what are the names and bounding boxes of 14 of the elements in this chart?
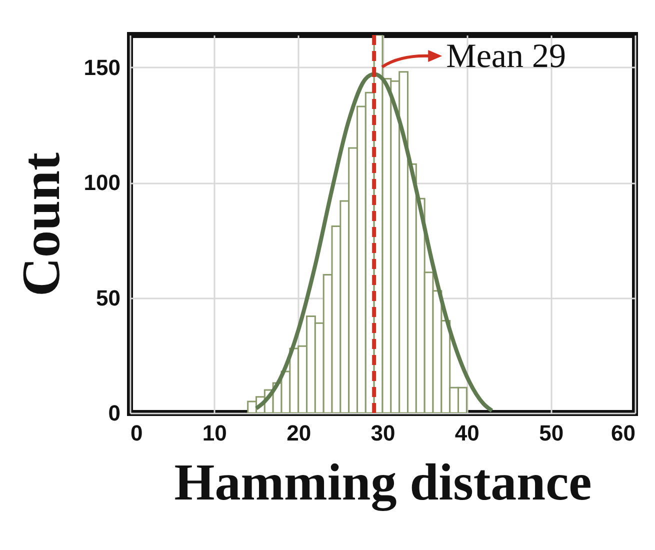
x-tick-label: 20 [286, 420, 312, 446]
y-tick-label: 100 [84, 170, 120, 196]
x-tick-label: 50 [539, 420, 564, 446]
x-tick-label: 30 [370, 420, 396, 446]
x-tick-label: 0 [130, 420, 143, 446]
x-axis-title: Hamming distance [174, 454, 592, 512]
ref-line-label: Mean 29 [446, 38, 566, 75]
y-tick-label: 0 [108, 400, 120, 426]
x-tick-label: 40 [454, 420, 480, 446]
y-tick-label: 50 [96, 285, 120, 310]
x-tick-label: 60 [611, 420, 636, 446]
y-tick-label: 150 [84, 54, 120, 80]
y-axis-title: Count [10, 152, 71, 297]
x-tick-label: 10 [202, 420, 227, 446]
